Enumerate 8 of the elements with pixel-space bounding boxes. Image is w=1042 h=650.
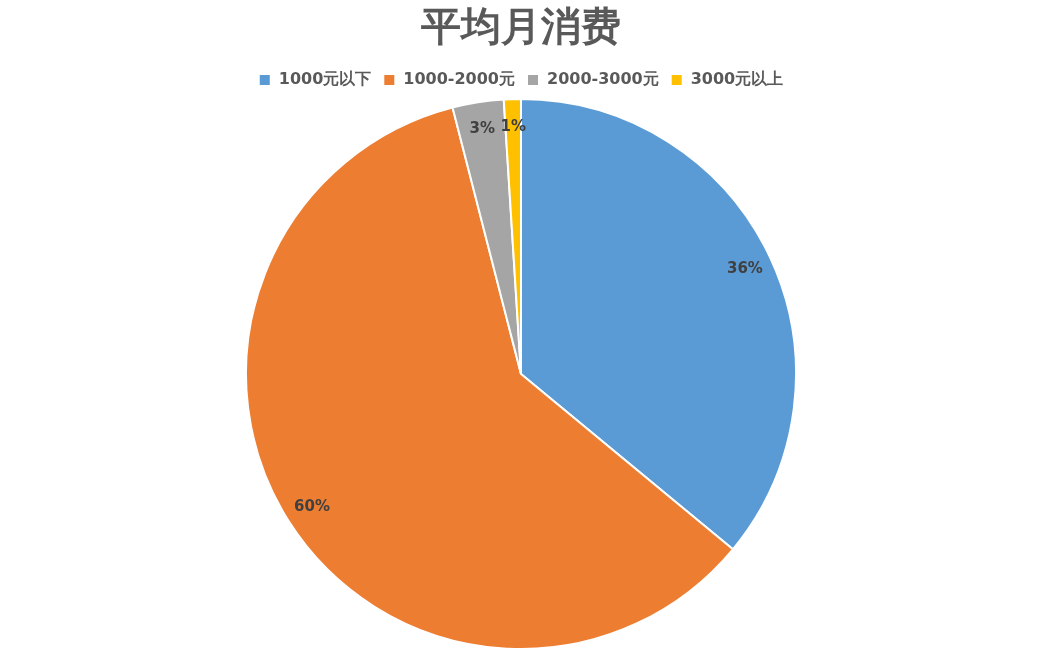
data-label: 60%	[294, 496, 330, 515]
legend-label: 1000元以下	[278, 69, 372, 89]
data-label: 36%	[726, 258, 763, 277]
legend-label: 1000-2000元	[403, 69, 515, 89]
legend-label: 2000-3000元	[547, 69, 659, 89]
legend-label: 3000元以上	[690, 69, 784, 89]
chart-title: 平均月消费	[420, 3, 621, 50]
data-label: 3%	[469, 119, 496, 138]
